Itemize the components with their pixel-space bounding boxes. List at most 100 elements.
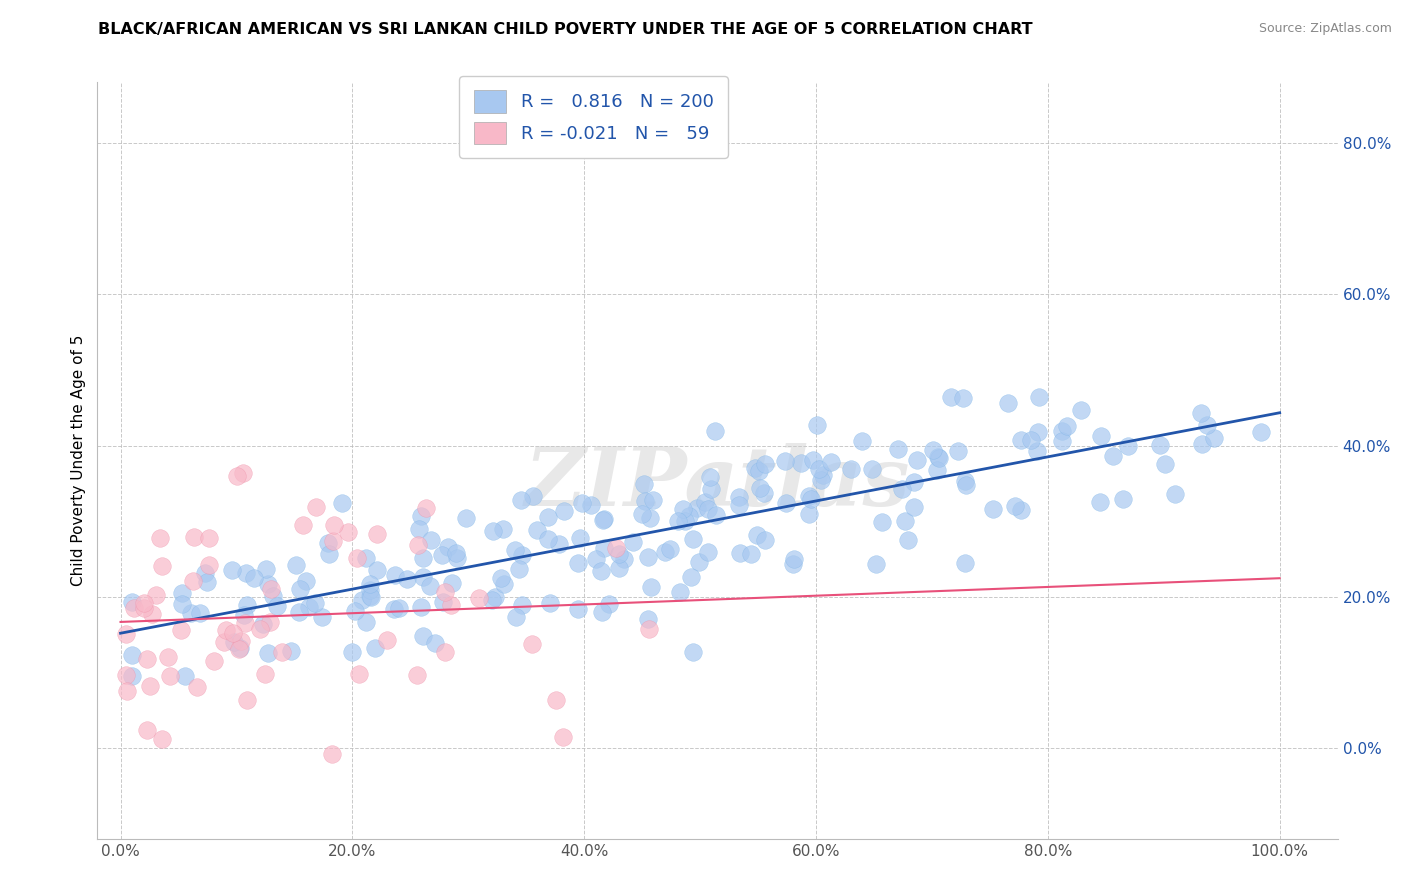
Point bbox=[553, 504, 575, 518]
Point bbox=[316, 535, 339, 549]
Point bbox=[266, 599, 288, 614]
Point bbox=[387, 601, 409, 615]
Point bbox=[235, 566, 257, 580]
Point bbox=[754, 533, 776, 548]
Point bbox=[337, 525, 360, 540]
Point bbox=[637, 549, 659, 564]
Point bbox=[621, 535, 644, 549]
Point bbox=[551, 730, 574, 744]
Point bbox=[323, 517, 346, 532]
Point bbox=[922, 442, 945, 457]
Point bbox=[231, 633, 253, 648]
Point bbox=[121, 595, 143, 609]
Point bbox=[359, 589, 381, 603]
Point bbox=[512, 598, 534, 612]
Point bbox=[630, 507, 652, 521]
Point bbox=[1028, 390, 1050, 404]
Point bbox=[752, 485, 775, 500]
Point bbox=[360, 590, 382, 604]
Point bbox=[508, 562, 530, 576]
Point bbox=[257, 576, 280, 591]
Point bbox=[887, 442, 910, 457]
Point bbox=[693, 495, 716, 509]
Point bbox=[1088, 495, 1111, 509]
Point bbox=[638, 511, 661, 525]
Point bbox=[1189, 406, 1212, 420]
Point bbox=[180, 606, 202, 620]
Point bbox=[194, 566, 217, 580]
Point bbox=[446, 546, 468, 560]
Point bbox=[592, 513, 614, 527]
Point bbox=[354, 615, 377, 629]
Point bbox=[195, 575, 218, 590]
Point bbox=[585, 552, 607, 566]
Point bbox=[728, 498, 751, 512]
Point bbox=[375, 633, 398, 648]
Point bbox=[613, 551, 636, 566]
Point bbox=[432, 548, 454, 562]
Point bbox=[440, 598, 463, 612]
Point bbox=[607, 548, 630, 562]
Point bbox=[288, 605, 311, 619]
Point bbox=[640, 580, 662, 594]
Point bbox=[686, 500, 709, 515]
Point bbox=[704, 508, 727, 522]
Point bbox=[481, 592, 503, 607]
Point bbox=[747, 528, 769, 542]
Point bbox=[903, 500, 925, 514]
Point bbox=[865, 557, 887, 571]
Point bbox=[548, 537, 571, 551]
Point bbox=[1250, 425, 1272, 440]
Point bbox=[749, 481, 772, 495]
Point bbox=[1102, 449, 1125, 463]
Point bbox=[340, 645, 363, 659]
Point bbox=[727, 490, 749, 504]
Point bbox=[446, 551, 468, 566]
Point bbox=[172, 586, 194, 600]
Point bbox=[782, 552, 804, 566]
Point bbox=[567, 602, 589, 616]
Point bbox=[903, 475, 925, 490]
Point bbox=[740, 547, 762, 561]
Point bbox=[782, 557, 804, 571]
Point bbox=[537, 532, 560, 546]
Point bbox=[571, 496, 593, 510]
Point bbox=[292, 517, 315, 532]
Point bbox=[748, 464, 770, 478]
Point bbox=[434, 584, 457, 599]
Point bbox=[406, 668, 429, 682]
Point bbox=[256, 646, 278, 660]
Point bbox=[221, 563, 243, 577]
Point bbox=[233, 615, 256, 630]
Point bbox=[482, 524, 505, 538]
Point bbox=[1026, 443, 1049, 458]
Point bbox=[170, 624, 193, 638]
Point bbox=[121, 668, 143, 682]
Text: Source: ZipAtlas.com: Source: ZipAtlas.com bbox=[1258, 22, 1392, 36]
Point bbox=[419, 579, 441, 593]
Point bbox=[633, 477, 655, 491]
Point bbox=[1004, 500, 1026, 514]
Point bbox=[1052, 434, 1074, 448]
Point bbox=[654, 545, 676, 559]
Point bbox=[304, 595, 326, 609]
Point bbox=[1056, 419, 1078, 434]
Point bbox=[489, 571, 512, 585]
Point bbox=[579, 498, 602, 512]
Point bbox=[1153, 457, 1175, 471]
Point bbox=[253, 667, 276, 681]
Point bbox=[897, 533, 920, 548]
Point bbox=[492, 577, 515, 591]
Point bbox=[233, 607, 256, 622]
Point bbox=[149, 531, 172, 545]
Point bbox=[851, 434, 873, 448]
Point bbox=[236, 599, 259, 613]
Point bbox=[1191, 436, 1213, 450]
Point bbox=[1112, 491, 1135, 506]
Y-axis label: Child Poverty Under the Age of 5: Child Poverty Under the Age of 5 bbox=[72, 335, 86, 586]
Point bbox=[321, 747, 343, 762]
Point bbox=[150, 558, 173, 573]
Point bbox=[593, 512, 616, 526]
Point bbox=[115, 627, 138, 641]
Point bbox=[222, 635, 245, 649]
